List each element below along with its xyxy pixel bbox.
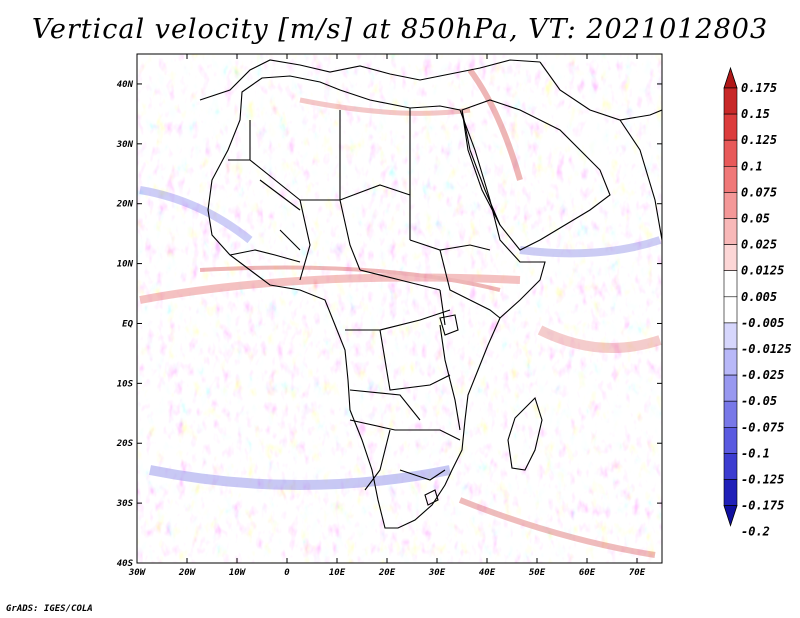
colorbar-cell [723, 348, 738, 376]
velocity-field [137, 54, 662, 563]
colorbar-label: 0.05 [741, 212, 770, 226]
colorbar-cell [723, 479, 738, 506]
lon-label: 30E [428, 568, 446, 578]
longitude-axis: 30W 20W 10W 0 10E 20E 30E 40E 50E 60E 70E [128, 54, 646, 578]
colorbar-cell [723, 113, 738, 141]
lat-label: 20N [116, 200, 134, 210]
lon-label: 50E [529, 568, 546, 578]
lon-label: 20E [378, 568, 396, 578]
lon-label: 0 [284, 568, 290, 578]
colorbar-cell [723, 244, 738, 272]
lat-label: 40S [117, 559, 134, 569]
colorbar-label: -0.175 [741, 499, 784, 513]
colorbar-max-arrow [723, 66, 738, 89]
colorbar-label: 0.175 [741, 81, 777, 95]
colorbar-label: 0.005 [741, 290, 777, 304]
lat-label: 40N [117, 80, 134, 90]
colorbar-label: 0.125 [741, 133, 777, 147]
footer-credit: GrADS: IGES/COLA [6, 604, 93, 614]
plot-title: Vertical velocity [m/s] at 850hPa, VT: 2… [31, 14, 769, 45]
colorbar-label: -0.025 [741, 368, 784, 382]
colorbar-label: -0.005 [741, 316, 784, 330]
colorbar-min-arrow [723, 505, 738, 527]
colorbar-cell [723, 400, 738, 428]
lat-label: 20S [116, 439, 134, 449]
colorbar-label: -0.0125 [741, 342, 792, 356]
lon-label: 30W [128, 568, 147, 578]
latitude-axis: 40N 30N 20N 10N EQ 10S 20S 30S 40S [116, 80, 662, 569]
lat-label: EQ [122, 319, 133, 329]
lat-label: 10S [117, 379, 134, 389]
colorbar-cell [723, 296, 738, 324]
colorbar-label: 0.075 [741, 185, 777, 199]
colorbar-label: 0.025 [741, 238, 777, 252]
colorbar-cell [723, 192, 738, 219]
map-frame [136, 53, 663, 564]
colorbar-cell [723, 453, 738, 480]
colorbar-cell [723, 374, 738, 402]
colorbar-cell [723, 322, 738, 350]
lon-label: 60E [579, 568, 596, 578]
lat-label: 30S [116, 499, 134, 509]
lon-label: 10W [229, 568, 247, 578]
colorbar-label: -0.075 [741, 420, 784, 434]
colorbar-cell [723, 166, 738, 193]
colorbar-cell [723, 218, 738, 245]
lat-label: 30N [116, 140, 134, 150]
lon-label: 70E [629, 568, 646, 578]
colorbar-label: 0.0125 [741, 264, 784, 278]
colorbar-label: -0.05 [741, 394, 777, 408]
lat-label: 10N [117, 260, 134, 270]
coastlines [199, 59, 662, 529]
colorbar-cell [723, 139, 738, 167]
colorbar-label: 0.15 [741, 107, 770, 121]
colorbar-cell [723, 270, 738, 298]
colorbar-cell [723, 426, 738, 454]
lon-label: 10E [329, 568, 346, 578]
colorbar: 0.175 0.15 0.125 0.1 0.075 0.05 0.025 0.0125 0.0… [723, 66, 792, 539]
colorbar-cell [723, 87, 738, 115]
colorbar-label: 0.1 [741, 159, 763, 173]
colorbar-label: -0.2 [741, 525, 770, 539]
lon-label: 20W [178, 568, 197, 578]
colorbar-label: -0.1 [741, 446, 770, 460]
lon-label: 40E [479, 568, 496, 578]
colorbar-label: -0.125 [741, 473, 784, 487]
